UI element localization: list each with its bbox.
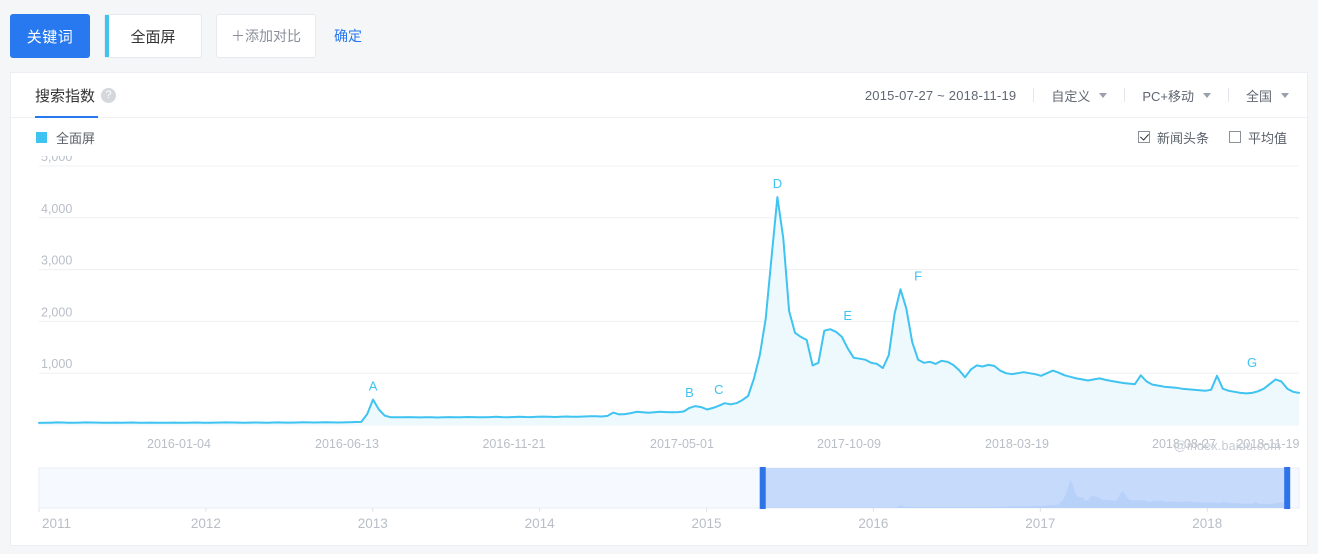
range-slider-svg[interactable]: 2011 2012 2013 2014 2015 2016 2017 2018 (11, 460, 1307, 531)
range-slider-year-tick: 2014 (525, 516, 556, 530)
x-axis-tick: 2018-08-27 (1152, 437, 1216, 451)
chevron-down-icon (1099, 92, 1108, 98)
y-axis-tick: 3,000 (41, 254, 72, 268)
add-compare-button[interactable]: ＋添加对比 (216, 14, 316, 58)
trend-chart-svg[interactable]: 1,0002,0003,0004,0005,000ABCDEFGH2016-01… (11, 156, 1307, 456)
x-axis-tick: 2018-03-19 (985, 437, 1049, 451)
checkbox-icon-unchecked (1228, 131, 1241, 143)
series-line (38, 196, 1300, 424)
event-marker-D[interactable]: D (773, 176, 782, 191)
legend-toggles: 新闻头条 平均值 (1137, 128, 1287, 147)
chevron-down-icon (1281, 92, 1289, 98)
x-axis-tick: 2017-10-09 (817, 437, 881, 451)
range-slider-year-tick: 2015 (692, 516, 722, 530)
trend-chart[interactable]: 1,0002,0003,0004,0005,000ABCDEFGH2016-01… (11, 156, 1307, 456)
y-axis-tick: 1,000 (41, 357, 72, 371)
event-marker-G[interactable]: G (1247, 355, 1257, 370)
range-slider-year-tick: 2016 (858, 516, 888, 530)
checkbox-news-headline[interactable]: 新闻头条 (1137, 128, 1209, 147)
event-marker-C[interactable]: C (714, 382, 723, 397)
legend-row: 全面屏 新闻头条 平均值 (11, 118, 1307, 156)
period-select[interactable]: 自定义 (1051, 86, 1108, 105)
legend-series-label: 全面屏 (56, 130, 96, 146)
legend-item-series[interactable]: 全面屏 (36, 128, 95, 147)
x-axis-tick: 2017-05-01 (650, 437, 714, 451)
range-slider-year-tick: 2013 (358, 516, 388, 530)
chevron-down-icon (1202, 92, 1211, 98)
tab-search-index[interactable]: 搜索指数 ? (35, 73, 117, 118)
divider (1033, 88, 1035, 102)
checkbox-icon-checked (1137, 131, 1150, 143)
checkbox-news-headline-label: 新闻头条 (1156, 130, 1209, 146)
region-select-label: 全国 (1245, 88, 1272, 104)
region-select[interactable]: 全国 (1246, 86, 1289, 105)
x-axis-tick: 2016-06-13 (315, 437, 379, 451)
x-axis-tick: 2018-11-19 (1236, 437, 1299, 451)
y-axis-tick: 4,000 (41, 202, 72, 216)
series-area (39, 197, 1299, 425)
x-axis-tick: 2016-01-04 (147, 437, 211, 451)
y-axis-tick: 5,000 (41, 156, 72, 164)
range-slider[interactable]: 2011 2012 2013 2014 2015 2016 2017 2018 (11, 460, 1307, 531)
event-marker-E[interactable]: E (843, 308, 852, 323)
keyword-button[interactable]: 关键词 (10, 14, 90, 58)
period-select-label: 自定义 (1051, 88, 1091, 104)
search-index-card: 搜索指数 ? 2015-07-27 ~ 2018-11-19 自定义 PC+移动… (10, 72, 1308, 546)
event-marker-F[interactable]: F (914, 268, 922, 283)
checkbox-average[interactable]: 平均值 (1228, 128, 1287, 147)
tab-search-index-label: 搜索指数 (35, 87, 96, 105)
help-icon[interactable]: ? (101, 87, 117, 103)
range-slider-year-tick: 2017 (1025, 516, 1055, 530)
confirm-link[interactable]: 确定 (334, 28, 362, 44)
device-select[interactable]: PC+移动 (1142, 86, 1211, 105)
checkbox-average-label: 平均值 (1247, 130, 1287, 146)
top-toolbar: 关键词 全面屏 ＋添加对比 确定 (0, 0, 1318, 72)
event-marker-A[interactable]: A (369, 379, 378, 394)
range-slider-year-tick: 2012 (191, 516, 221, 530)
device-select-label: PC+移动 (1142, 88, 1194, 104)
keyword-chip-quanmianping[interactable]: 全面屏 (104, 14, 202, 58)
range-slider-handle-right[interactable] (1284, 467, 1291, 509)
card-header: 搜索指数 ? 2015-07-27 ~ 2018-11-19 自定义 PC+移动… (11, 73, 1307, 118)
event-marker-B[interactable]: B (685, 385, 694, 400)
range-slider-year-tick: 2018 (1192, 516, 1222, 530)
range-slider-preview (759, 479, 1291, 508)
divider (1124, 88, 1126, 102)
card-header-controls: 2015-07-27 ~ 2018-11-19 自定义 PC+移动 全国 (865, 86, 1289, 105)
range-slider-selection[interactable] (759, 468, 1291, 508)
y-axis-tick: 2,000 (41, 305, 72, 319)
range-slider-handle-left[interactable] (759, 467, 766, 509)
legend-color-swatch (36, 131, 47, 143)
divider (1227, 88, 1229, 102)
date-range-label[interactable]: 2015-07-27 ~ 2018-11-19 (864, 87, 1017, 103)
x-axis-tick: 2016-11-21 (482, 437, 545, 451)
range-slider-year-tick: 2011 (42, 516, 71, 530)
